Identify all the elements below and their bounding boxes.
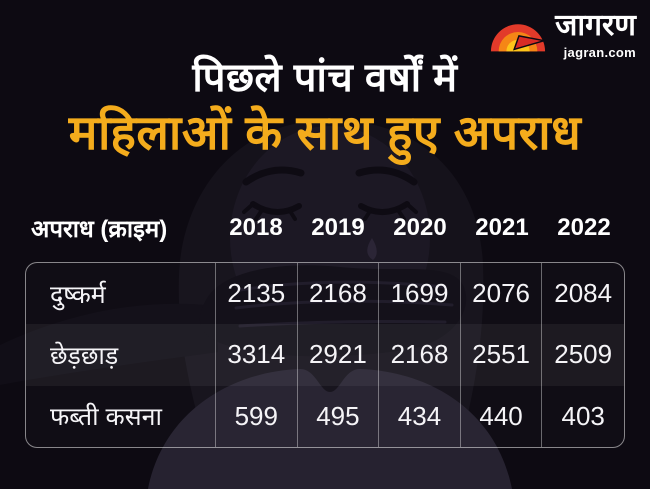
jagran-sun-gauge-icon <box>491 24 546 52</box>
table-row-rape: दुष्कर्म 2135 2168 1699 2076 2084 <box>26 263 624 325</box>
table-cell: 2168 <box>379 324 461 386</box>
table-cell: 434 <box>379 385 461 447</box>
logo-brand-text: जागरण <box>555 9 636 42</box>
year-header-2018: 2018 <box>229 214 283 241</box>
table-cell: 2551 <box>461 324 543 386</box>
table-cell: 2076 <box>461 263 543 325</box>
table-cell: 3314 <box>216 324 298 386</box>
table-row-molestation: छेड़छाड़ 3314 2921 2168 2551 2509 <box>26 324 624 386</box>
table-cell: 2135 <box>216 263 298 325</box>
year-header-2021: 2021 <box>475 214 529 241</box>
table-header-row: अपराध (क्राइम) 2018 2019 2020 2021 2022 <box>25 207 625 249</box>
logo-domain-text: jagran.com <box>563 44 636 60</box>
table-cell: 599 <box>216 385 298 447</box>
year-header-2022: 2022 <box>557 214 611 241</box>
table-cell: 495 <box>298 385 380 447</box>
crime-data-table: दुष्कर्म 2135 2168 1699 2076 2084 छेड़छा… <box>25 262 625 448</box>
jagran-logo: जागरण jagran.com <box>489 10 636 60</box>
table-cell: 2168 <box>298 263 380 325</box>
table-cell: 2509 <box>554 339 613 370</box>
logo-text-block: जागरण jagran.com <box>555 10 636 60</box>
crime-column-header: अपराध (क्राइम) <box>31 215 168 243</box>
table-cell: 2921 <box>298 324 380 386</box>
headline-line1: पिछले पांच वर्षों में <box>192 56 458 100</box>
table-cell: 1699 <box>379 263 461 325</box>
headline-line2: महिलाओं के साथ हुए अपराध <box>68 107 582 160</box>
row-label: छेड़छाड़ <box>26 324 216 386</box>
table-cell: 2084 <box>554 278 613 309</box>
row-label: फब्ती कसना <box>26 385 216 447</box>
table-cell: 403 <box>561 400 605 431</box>
year-header-2019: 2019 <box>311 214 365 241</box>
table-cell: 440 <box>461 385 543 447</box>
table-row-catcalling: फब्ती कसना 599 495 434 440 403 <box>26 385 624 447</box>
year-header-2020: 2020 <box>393 214 447 241</box>
row-label: दुष्कर्म <box>26 263 216 325</box>
headline: पिछले पांच वर्षों में महिलाओं के साथ हुए… <box>0 56 650 161</box>
